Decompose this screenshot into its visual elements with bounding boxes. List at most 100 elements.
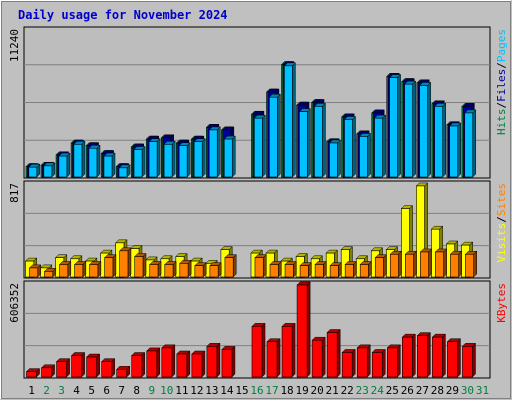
bar-pages-day-24-face [374, 117, 383, 178]
bar-kbytes-day-12 [191, 350, 206, 378]
bar-sites-day-8-face [134, 256, 144, 278]
bar-sites-day-30-face [465, 253, 475, 278]
y-max-label: 817 [8, 183, 21, 203]
bar-sites-day-21-face [329, 265, 339, 278]
bar-pages-day-23 [358, 132, 372, 178]
bar-sites-day-22 [344, 260, 358, 278]
bar-sites-day-4 [73, 260, 87, 278]
bar-kbytes-day-28-side [442, 333, 446, 378]
bar-pages-day-13 [208, 126, 221, 178]
bar-sites-day-10 [164, 260, 177, 278]
day-label: 5 [88, 384, 95, 397]
bar-pages-day-8-face [133, 149, 143, 178]
bar-sites-day-8-side [142, 252, 147, 278]
bar-sites-day-4-face [74, 264, 84, 278]
bar-pages-day-14-side [232, 135, 236, 178]
bar-sites-day-27-face [420, 251, 429, 278]
bar-pages-day-19 [298, 108, 312, 178]
bar-sites-day-5 [89, 260, 102, 278]
bar-pages-day-24 [373, 114, 387, 178]
bar-kbytes-day-17 [266, 338, 281, 378]
bar-kbytes-day-20-side [321, 336, 326, 378]
day-label: 16 [250, 384, 263, 397]
bar-sites-day-24 [374, 254, 388, 278]
y-max-label: 11240 [8, 29, 21, 62]
bar-pages-day-10-side [171, 140, 176, 178]
panel-visits-sites: 817 Visits/Sites [8, 180, 508, 279]
bar-kbytes-day-25-side [397, 344, 401, 378]
bar-kbytes-day-5-side [96, 353, 100, 378]
bar-pages-day-12 [193, 138, 206, 178]
bar-kbytes-day-8-face [131, 355, 143, 378]
bar-sites-day-6 [104, 254, 117, 278]
bar-pages-day-10-face [163, 144, 173, 178]
bar-sites-day-8 [134, 252, 147, 278]
bar-sites-day-1-face [29, 267, 39, 278]
bar-pages-day-30-face [464, 112, 474, 178]
bar-pages-day-29 [449, 122, 462, 178]
bar-kbytes-day-20-face [311, 339, 323, 378]
bar-kbytes-day-22-side [351, 348, 356, 378]
bar-kbytes-day-23-side [366, 344, 371, 378]
day-label: 7 [118, 384, 125, 397]
bar-sites-day-11-side [187, 259, 192, 278]
bar-sites-day-10-face [164, 264, 174, 278]
bar-pages-day-16-side [262, 114, 266, 178]
bar-pages-day-22 [343, 115, 357, 178]
day-label: 29 [446, 384, 459, 397]
bar-kbytes-day-8 [131, 351, 146, 378]
day-label: 6 [103, 384, 110, 397]
day-label: 18 [280, 384, 293, 397]
bar-sites-day-19-face [299, 265, 309, 278]
bar-sites-day-13-face [209, 265, 219, 278]
bar-pages-day-23-side [367, 132, 371, 178]
bar-kbytes-day-13-face [206, 346, 218, 378]
bar-pages-day-6-side [111, 152, 116, 178]
bar-sites-day-14-face [224, 257, 234, 278]
bar-sites-day-20-face [314, 264, 324, 278]
bar-sites-day-25 [389, 250, 403, 278]
bar-pages-day-28-face [434, 106, 444, 178]
day-label: 9 [148, 384, 155, 397]
bar-kbytes-day-27-face [417, 335, 428, 378]
bar-kbytes-day-11 [176, 350, 191, 378]
bar-pages-day-7 [118, 164, 131, 178]
bar-pages-day-28-side [442, 102, 446, 178]
bar-pages-day-17-side [277, 93, 281, 178]
bar-kbytes-day-8-side [141, 351, 146, 378]
bar-pages-day-29-side [457, 122, 461, 178]
legend-entry: / [495, 216, 508, 223]
bar-sites-day-17-face [269, 264, 279, 278]
bar-kbytes-day-12-face [191, 353, 203, 378]
bar-pages-day-5-side [96, 144, 101, 178]
bar-kbytes-day-9-side [156, 347, 161, 378]
bar-pages-day-17-face [269, 96, 278, 178]
bar-pages-day-26-face [404, 83, 413, 178]
day-label: 13 [205, 384, 218, 397]
legend-entry: Hits [495, 109, 508, 136]
bar-kbytes-day-2 [40, 364, 56, 378]
bar-kbytes-day-3-side [66, 358, 70, 378]
bar-pages-day-26 [404, 80, 417, 178]
bar-kbytes-day-22-face [341, 352, 353, 378]
bar-pages-day-9 [148, 138, 161, 178]
bar-sites-day-18-face [284, 264, 294, 278]
bar-sites-day-7 [119, 247, 132, 278]
bar-pages-day-13-side [216, 126, 221, 178]
bar-pages-day-14 [223, 135, 236, 178]
bar-pages-day-16 [253, 114, 266, 178]
legend-entry: KBytes [495, 283, 508, 323]
bar-sites-day-20 [314, 260, 327, 278]
bar-pages-day-21-side [337, 139, 341, 178]
bar-kbytes-day-1 [25, 368, 41, 378]
day-label: 15 [235, 384, 248, 397]
day-label: 20 [311, 384, 324, 397]
bar-pages-day-3 [58, 152, 71, 178]
bar-pages-day-8 [133, 145, 146, 178]
bar-sites-day-16-face [254, 257, 264, 278]
bar-kbytes-day-19-face [296, 284, 308, 378]
bar-pages-day-25-face [389, 77, 398, 178]
bar-sites-day-21 [329, 262, 343, 278]
